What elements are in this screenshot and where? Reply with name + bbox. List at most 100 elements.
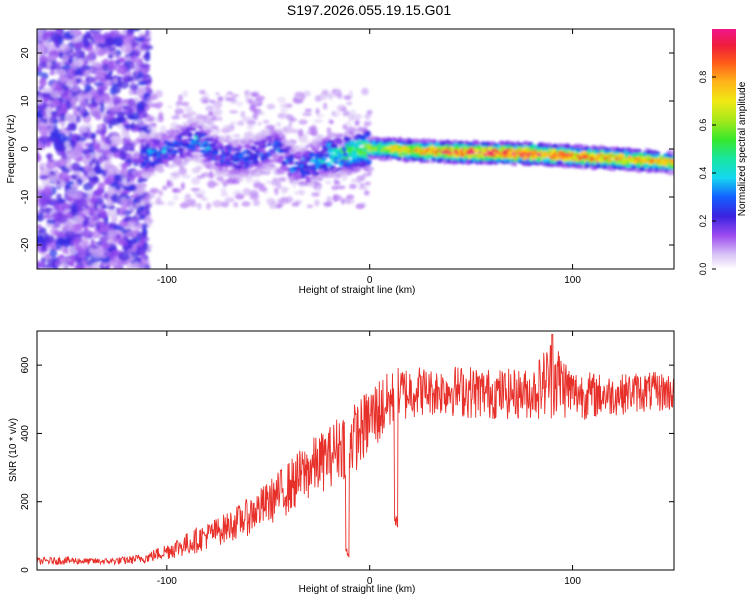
heatmap-noise-cell [130, 54, 137, 62]
heatmap-noise-cell [253, 182, 264, 189]
heatmap-noise-cell [61, 203, 72, 210]
heatmap-noise-cell [99, 93, 111, 102]
heatmap-noise-cell [49, 248, 58, 259]
heatmap-noise-cell [37, 185, 45, 191]
heatmap-noise-cell [112, 97, 121, 106]
heatmap-noise-cell [107, 168, 114, 175]
heatmap-cell [164, 163, 170, 167]
heatmap-noise-cell [298, 119, 308, 125]
colorbar-gradient [712, 29, 736, 269]
heatmap-noise-cell [291, 202, 300, 207]
heatmap-cell [150, 163, 157, 168]
heatmap-noise-cell [86, 94, 93, 100]
heatmap-noise-cell [118, 251, 130, 262]
heatmap-noise-cell [81, 229, 93, 238]
heatmap-noise-cell [144, 203, 153, 208]
heatmap-noise-cell [280, 186, 288, 194]
heatmap-noise-cell [81, 64, 86, 74]
heatmap-noise-cell [115, 54, 120, 60]
heatmap-noise-cell [93, 201, 99, 211]
heatmap-noise-cell [64, 115, 75, 123]
heatmap-noise-cell [90, 231, 102, 239]
heatmap-noise-cell [211, 125, 219, 130]
heatmap-noise-cell [166, 201, 175, 206]
heatmap-noise-cell [46, 234, 55, 244]
heatmap-noise-cell [340, 198, 346, 205]
heatmap-noise-cell [75, 114, 81, 123]
heatmap-noise-cell [136, 108, 144, 114]
heatmap-noise-cell [263, 119, 270, 124]
heatmap-noise-cell [112, 263, 119, 269]
heatmap-noise-cell [266, 197, 276, 205]
heatmap-noise-cell [166, 179, 171, 187]
heatmap-noise-cell [213, 108, 223, 116]
heatmap-noise-cell [122, 29, 128, 35]
heatmap-noise-cell [231, 93, 240, 98]
heatmap-noise-cell [123, 142, 135, 152]
heatmap-noise-cell [168, 177, 178, 181]
heatmap-noise-cell [180, 182, 185, 190]
heatmap-cell [512, 161, 517, 167]
heatmap-noise-cell [364, 113, 372, 120]
heatmap-noise-cell [136, 101, 146, 110]
heatmap-noise-cell [126, 262, 133, 269]
heatmap-noise-cell [226, 179, 236, 185]
heatmap-noise-cell [144, 52, 151, 62]
heatmap-noise-cell [209, 117, 219, 121]
heatmap-noise-cell [117, 207, 127, 215]
heatmap-cell [159, 168, 165, 172]
heatmap-noise-cell [124, 33, 134, 43]
heatmap-noise-cell [314, 95, 322, 102]
heatmap-noise-cell [94, 114, 102, 121]
heatmap-noise-cell [39, 206, 45, 216]
heatmap-noise-cell [104, 75, 113, 81]
heatmap-cell [149, 172, 156, 176]
heatmap-cell [307, 183, 315, 187]
heatmap-cell [655, 151, 661, 155]
heatmap-noise-cell [50, 110, 58, 116]
heatmap-noise-cell [52, 98, 60, 108]
colorbar: 0.0 0.2 0.4 0.6 0.8 Normalized spectral ampl… [698, 29, 748, 275]
heatmap-noise-cell [91, 110, 101, 115]
heatmap-cell [261, 145, 267, 148]
heatmap-y-label: Frequency (Hz) [6, 115, 17, 184]
heatmap-cell [287, 157, 295, 162]
heatmap-cell [178, 149, 185, 153]
heatmap-noise-cell [77, 137, 87, 142]
y-tick-label: 400 [20, 425, 31, 442]
heatmap-noise-cell [91, 191, 96, 202]
heatmap-noise-cell [56, 193, 62, 200]
heatmap-noise-cell [277, 96, 287, 103]
heatmap-noise-cell [109, 147, 120, 154]
heatmap-noise-cell [107, 230, 118, 236]
heatmap-noise-cell [207, 180, 217, 189]
heatmap-noise-cell [44, 223, 54, 228]
heatmap-noise-cell [288, 120, 293, 128]
heatmap-noise-cell [257, 121, 262, 126]
heatmap-noise-cell [66, 188, 78, 197]
heatmap-noise-cell [119, 57, 126, 64]
heatmap-noise-cell [84, 164, 92, 172]
heatmap-noise-cell [53, 229, 60, 236]
heatmap-noise-cell [64, 140, 71, 148]
heatmap-cell [292, 171, 300, 177]
heatmap-noise-cell [59, 76, 68, 82]
heatmap-noise-cell [116, 116, 127, 124]
heatmap-noise-cell [37, 224, 43, 230]
heatmap-noise-cell [102, 172, 107, 177]
heatmap-noise-cell [147, 125, 157, 132]
heatmap-noise-cell [129, 83, 139, 91]
heatmap-noise-cell [188, 203, 198, 208]
heatmap-noise-cell [162, 185, 168, 191]
heatmap-noise-cell [326, 127, 332, 135]
heatmap-noise-cell [48, 174, 58, 183]
heatmap-noise-cell [49, 123, 54, 132]
heatmap-noise-cell [222, 124, 230, 131]
heatmap-noise-cell [109, 182, 119, 188]
heatmap-noise-cell [62, 103, 67, 111]
heatmap-noise-cell [72, 144, 84, 151]
heatmap-noise-cell [350, 109, 356, 115]
heatmap-noise-cell [336, 104, 347, 113]
heatmap-noise-cell [73, 238, 80, 247]
heatmap-noise-cell [178, 94, 184, 102]
